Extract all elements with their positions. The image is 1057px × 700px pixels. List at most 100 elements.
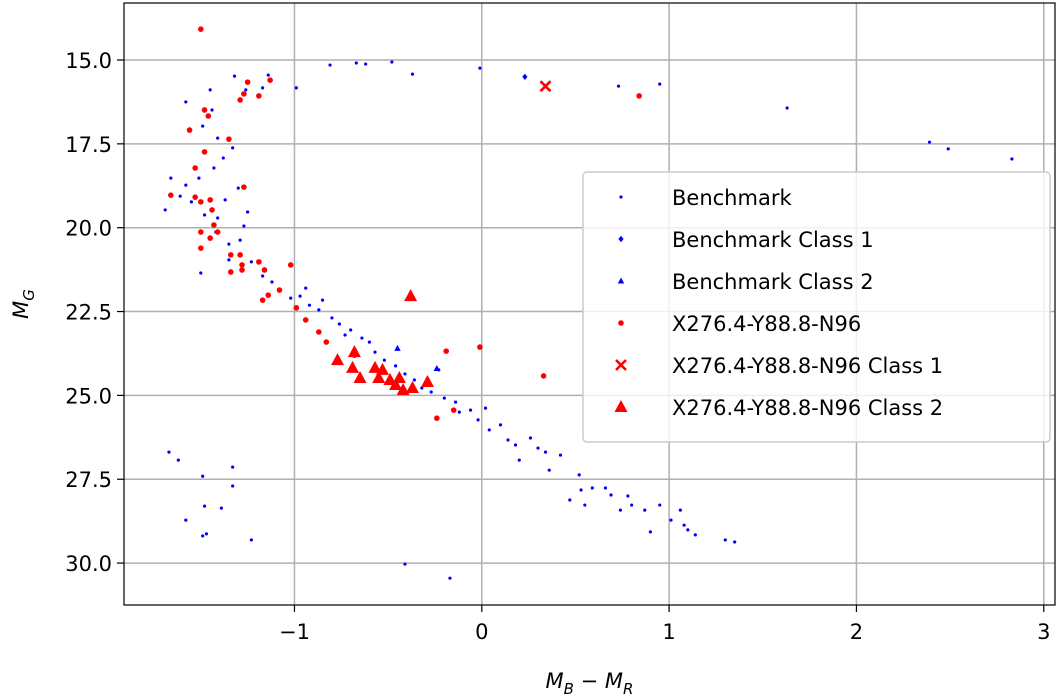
plot-frame bbox=[123, 2, 1056, 606]
legend-marker bbox=[617, 277, 625, 284]
point bbox=[442, 396, 446, 400]
point bbox=[686, 528, 690, 532]
series bbox=[394, 344, 441, 372]
point bbox=[364, 62, 368, 66]
point bbox=[678, 508, 682, 512]
x-tick-label: −1 bbox=[279, 620, 310, 644]
legend-label: X276.4-Y88.8-N96 Class 1 bbox=[672, 354, 943, 378]
point bbox=[448, 576, 452, 580]
point bbox=[232, 74, 237, 78]
point bbox=[231, 465, 235, 469]
point bbox=[261, 86, 265, 90]
point bbox=[192, 194, 198, 200]
point bbox=[373, 350, 377, 354]
point bbox=[186, 127, 193, 133]
point bbox=[443, 348, 449, 354]
point bbox=[376, 362, 390, 375]
point bbox=[276, 287, 283, 293]
point bbox=[360, 336, 364, 340]
point bbox=[453, 400, 458, 404]
legend-label: X276.4-Y88.8-N96 bbox=[672, 312, 861, 336]
point bbox=[214, 229, 221, 235]
y-tick-label: 27.5 bbox=[65, 468, 112, 492]
point bbox=[184, 183, 188, 187]
point bbox=[396, 383, 410, 396]
point bbox=[669, 518, 673, 522]
x-axis-label-sub: B bbox=[564, 680, 574, 696]
point bbox=[184, 100, 188, 104]
point bbox=[223, 198, 227, 202]
point bbox=[244, 88, 248, 92]
point bbox=[648, 530, 652, 534]
point bbox=[626, 494, 630, 498]
point bbox=[420, 374, 434, 387]
point bbox=[434, 415, 440, 421]
point bbox=[227, 252, 234, 258]
point bbox=[468, 408, 473, 412]
point bbox=[212, 166, 216, 170]
point bbox=[192, 165, 198, 171]
point bbox=[259, 297, 266, 303]
point bbox=[294, 86, 298, 90]
point bbox=[346, 360, 360, 373]
point bbox=[457, 410, 461, 414]
point bbox=[207, 235, 213, 241]
point bbox=[241, 91, 247, 97]
point bbox=[189, 200, 194, 204]
point bbox=[946, 147, 950, 151]
point bbox=[382, 358, 386, 362]
point bbox=[197, 176, 201, 180]
y-tick-label: 15.0 bbox=[65, 49, 112, 73]
point bbox=[618, 508, 623, 512]
point bbox=[568, 498, 572, 502]
point bbox=[349, 328, 353, 332]
point bbox=[184, 518, 188, 522]
point bbox=[403, 372, 407, 376]
point bbox=[198, 229, 204, 235]
point bbox=[249, 260, 253, 264]
point bbox=[231, 146, 235, 150]
point bbox=[304, 286, 308, 290]
legend-label: Benchmark Class 1 bbox=[672, 228, 874, 252]
point bbox=[237, 97, 243, 103]
point bbox=[420, 386, 424, 390]
point bbox=[302, 317, 309, 323]
x-tick-label: 3 bbox=[1037, 620, 1050, 644]
point bbox=[211, 222, 217, 228]
point bbox=[316, 329, 322, 335]
x-tick-label: 2 bbox=[850, 620, 863, 644]
point bbox=[289, 296, 293, 300]
point bbox=[517, 458, 521, 462]
point bbox=[733, 540, 737, 544]
point bbox=[208, 88, 212, 92]
point bbox=[429, 390, 433, 394]
series bbox=[331, 289, 434, 396]
x-axis-label: MB − MR bbox=[546, 669, 634, 696]
y-axis-label: MG bbox=[9, 289, 38, 319]
point bbox=[256, 259, 262, 265]
point bbox=[658, 82, 662, 86]
point bbox=[558, 453, 563, 457]
point bbox=[347, 345, 361, 358]
point bbox=[372, 370, 386, 383]
point bbox=[487, 428, 491, 432]
point bbox=[307, 303, 312, 307]
point bbox=[239, 267, 245, 273]
point bbox=[450, 407, 457, 413]
point bbox=[609, 493, 613, 497]
legend-label: X276.4-Y88.8-N96 Class 2 bbox=[672, 396, 943, 420]
point bbox=[403, 562, 407, 566]
point bbox=[785, 106, 789, 110]
point bbox=[405, 381, 419, 394]
point bbox=[478, 66, 482, 70]
point bbox=[353, 370, 367, 383]
point bbox=[201, 124, 205, 128]
point bbox=[630, 503, 634, 507]
point bbox=[219, 506, 224, 510]
point bbox=[202, 504, 207, 508]
point bbox=[337, 322, 342, 326]
point bbox=[643, 508, 647, 512]
point bbox=[498, 423, 503, 427]
point bbox=[266, 73, 270, 77]
